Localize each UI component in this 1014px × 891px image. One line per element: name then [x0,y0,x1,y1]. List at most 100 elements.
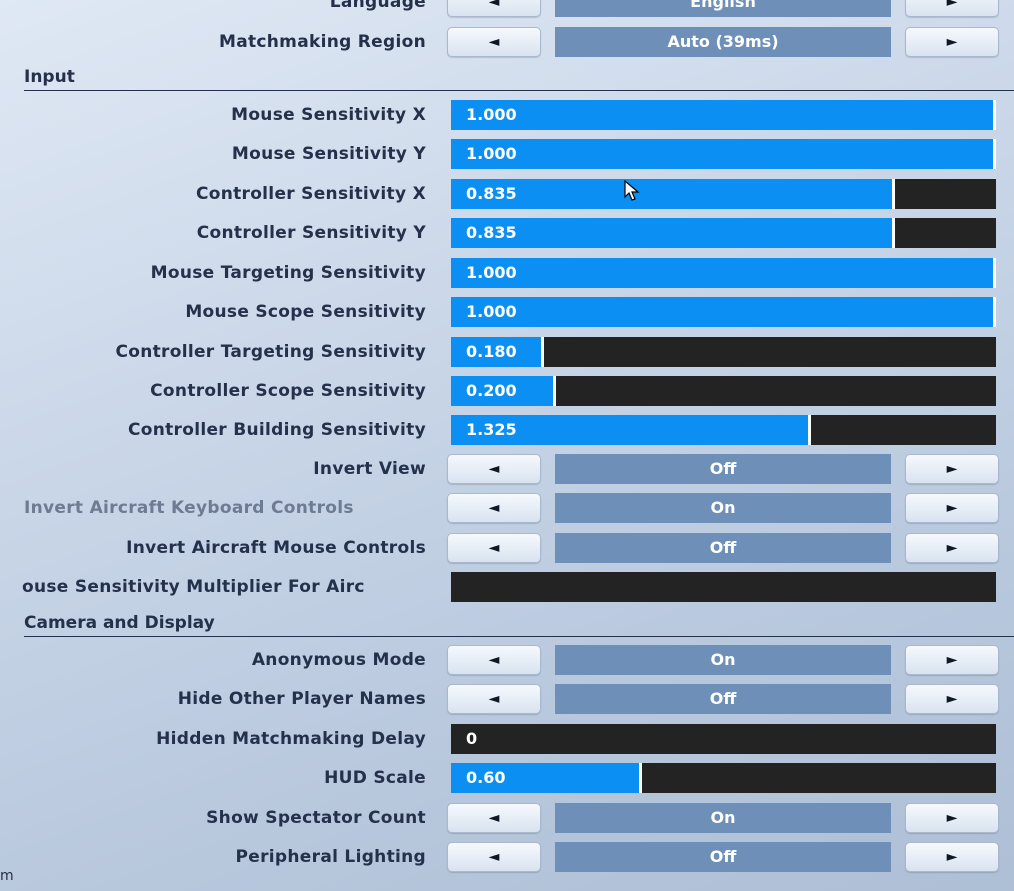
setting-row-anonymous-mode: Anonymous Mode ◄ On ► [0,645,1014,675]
slider-fill [451,376,557,406]
prev-arrow-button[interactable]: ◄ [447,27,541,57]
setting-label: Controller Scope Sensitivity [150,381,426,401]
slider-value: 0.835 [466,184,517,203]
slider-value: 0.60 [466,768,506,787]
next-arrow-button[interactable]: ► [905,533,999,563]
setting-row-spectator-count: Show Spectator Count ◄ On ► [0,803,1014,833]
slider-value: 0.200 [466,381,517,400]
setting-label: Mouse Targeting Sensitivity [150,263,426,283]
prev-arrow-button[interactable]: ◄ [447,803,541,833]
setting-value: Off [555,684,891,714]
slider-value: 1.325 [466,420,517,439]
slider-row: Controller Sensitivity Y 0.835 [0,218,1014,248]
setting-label: Hidden Matchmaking Delay [156,729,426,749]
setting-label: Anonymous Mode [251,650,426,670]
prev-arrow-button[interactable]: ◄ [447,533,541,563]
slider-fill [451,258,996,288]
setting-value: Off [555,842,891,872]
setting-label: Invert Aircraft Keyboard Controls [24,498,354,518]
slider-row: Controller Targeting Sensitivity 0.180 [0,337,1014,367]
setting-row-invert-aircraft-keyboard: Invert Aircraft Keyboard Controls ◄ On ► [0,493,1014,523]
prev-arrow-button[interactable]: ◄ [447,842,541,872]
next-arrow-button[interactable]: ► [905,684,999,714]
sensitivity-slider[interactable]: 0.200 [451,376,996,406]
slider-fill [451,337,544,367]
setting-label: Language [329,0,426,12]
slider-row: Controller Scope Sensitivity 0.200 [0,376,1014,406]
setting-label: Controller Sensitivity Y [196,223,426,243]
slider-fill [451,139,996,169]
slider-fill [451,218,896,248]
setting-row-invert-view: Invert View ◄ Off ► [0,454,1014,484]
setting-label: Controller Building Sensitivity [127,420,426,440]
sensitivity-slider[interactable]: 1.000 [451,139,996,169]
setting-value: English [555,0,891,17]
next-arrow-button[interactable]: ► [905,803,999,833]
setting-row-aircraft-multiplier: ouse Sensitivity Multiplier For Airc [0,572,1014,602]
setting-label: Mouse Sensitivity Y [231,144,426,164]
prev-arrow-button[interactable]: ◄ [447,454,541,484]
slider-fill [451,297,996,327]
slider-value: 0.835 [466,223,517,242]
prev-arrow-button[interactable]: ◄ [447,493,541,523]
sensitivity-slider[interactable]: 0.835 [451,218,996,248]
setting-value: On [555,493,891,523]
setting-row-hidden-matchmaking-delay: Hidden Matchmaking Delay 0 [0,724,1014,754]
setting-label: Peripheral Lighting [235,847,426,867]
section-title: Camera and Display [24,613,215,633]
slider-value: 1.000 [466,144,517,163]
setting-label: Matchmaking Region [218,32,426,52]
sensitivity-slider[interactable]: 1.000 [451,258,996,288]
slider-value: 1.000 [466,302,517,321]
section-title: Input [24,67,75,87]
corner-text: m [0,868,14,884]
next-arrow-button[interactable]: ► [905,454,999,484]
next-arrow-button[interactable]: ► [905,842,999,872]
prev-arrow-button[interactable]: ◄ [447,645,541,675]
setting-value: Off [555,533,891,563]
prev-arrow-button[interactable]: ◄ [447,684,541,714]
slider-row: Mouse Sensitivity Y 1.000 [0,139,1014,169]
sensitivity-slider[interactable]: 0.835 [451,179,996,209]
slider-row: Mouse Sensitivity X 1.000 [0,100,1014,130]
slider-value: 1.000 [466,263,517,282]
prev-arrow-button[interactable]: ◄ [447,0,541,17]
slider-fill [451,100,996,130]
next-arrow-button[interactable]: ► [905,0,999,17]
slider-row: Mouse Scope Sensitivity 1.000 [0,297,1014,327]
setting-value: On [555,645,891,675]
slider-value: 0 [466,729,478,748]
setting-label: Controller Sensitivity X [195,184,426,204]
delay-slider[interactable]: 0 [451,724,996,754]
next-arrow-button[interactable]: ► [905,645,999,675]
slider-value: 1.000 [466,105,517,124]
hud-scale-slider[interactable]: 0.60 [451,763,996,793]
setting-label: Mouse Sensitivity X [231,105,426,125]
slider-fill [451,763,642,793]
setting-value: On [555,803,891,833]
sensitivity-slider[interactable]: 1.325 [451,415,996,445]
slider-row: Controller Sensitivity X 0.835 [0,179,1014,209]
setting-label: Hide Other Player Names [177,689,426,709]
setting-label: Invert View [313,459,426,479]
setting-label: Controller Targeting Sensitivity [115,342,426,362]
next-arrow-button[interactable]: ► [905,27,999,57]
slider-fill [451,415,811,445]
sensitivity-slider[interactable]: 1.000 [451,100,996,130]
multiplier-slider[interactable] [451,572,996,602]
setting-row-invert-aircraft-mouse: Invert Aircraft Mouse Controls ◄ Off ► [0,533,1014,563]
sensitivity-slider[interactable]: 1.000 [451,297,996,327]
setting-row-matchmaking-region: Matchmaking Region ◄ Auto (39ms) ► [0,27,1014,57]
setting-row-hide-player-names: Hide Other Player Names ◄ Off ► [0,684,1014,714]
next-arrow-button[interactable]: ► [905,493,999,523]
setting-label: Show Spectator Count [206,808,426,828]
setting-label: ouse Sensitivity Multiplier For Airc [22,577,365,597]
section-header-input: Input [24,64,1014,91]
setting-label: HUD Scale [324,768,426,788]
setting-label: Invert Aircraft Mouse Controls [126,538,426,558]
mouse-cursor-icon [624,180,640,201]
setting-value: Off [555,454,891,484]
sensitivity-slider[interactable]: 0.180 [451,337,996,367]
setting-row-hud-scale: HUD Scale 0.60 [0,763,1014,793]
section-header-camera: Camera and Display [24,610,1014,637]
